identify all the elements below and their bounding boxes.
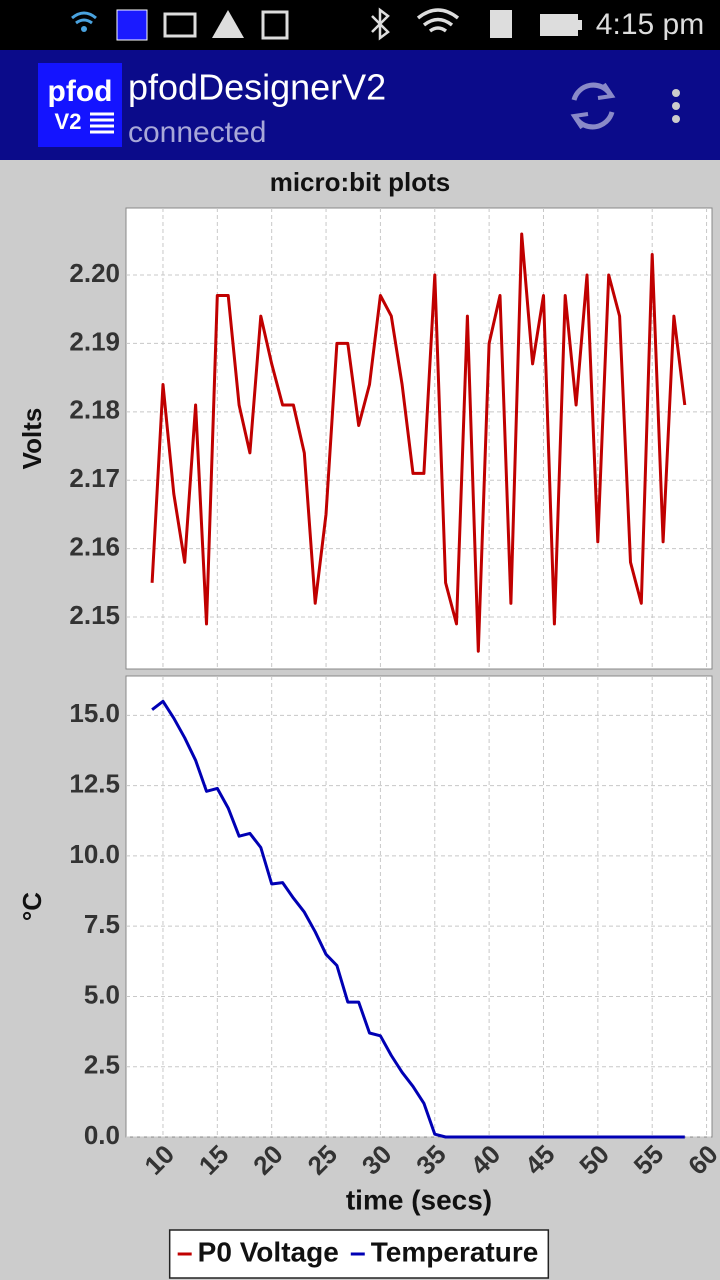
y-tick-label: 5.0 [84,979,120,1009]
overflow-menu[interactable] [672,89,680,123]
legend-label: Temperature [371,1236,539,1267]
y-tick-label: 0.0 [84,1120,120,1150]
y-tick-label: 2.17 [69,463,120,493]
x-axis-label: time (secs) [346,1184,492,1215]
logo-text: pfod [48,75,113,108]
data-line [151,699,685,1139]
status-time: 4:15 pm [596,8,704,41]
plot-area [125,675,713,1138]
y-axis-label: °C [17,892,47,921]
refresh-button[interactable] [570,82,616,130]
y-tick-label: 2.5 [84,1050,120,1080]
y-tick-label: 12.5 [69,769,120,799]
y-tick-label: 7.5 [84,909,120,939]
logo-lines [90,112,114,134]
y-tick-label: 2.20 [69,258,120,288]
y-tick-label: 2.18 [69,395,120,425]
legend-label: P0 Voltage [198,1236,339,1267]
app-subtitle: connected [128,116,266,149]
y-tick-label: 10.0 [69,839,120,869]
status-icons [71,7,582,41]
y-axis-label: Volts [17,408,47,470]
y-tick-label: 2.15 [69,600,120,630]
data-line [150,232,687,653]
chart-title: micro:bit plots [270,167,451,197]
y-tick-label: 2.16 [69,531,120,561]
plot-area [125,207,713,670]
y-tick-label: 2.19 [69,326,120,356]
app-title: pfodDesignerV2 [128,67,386,108]
logo-text: V2 [55,109,82,134]
y-tick-label: 15.0 [69,698,120,728]
legend: P0 Voltage Temperature [168,1229,550,1279]
